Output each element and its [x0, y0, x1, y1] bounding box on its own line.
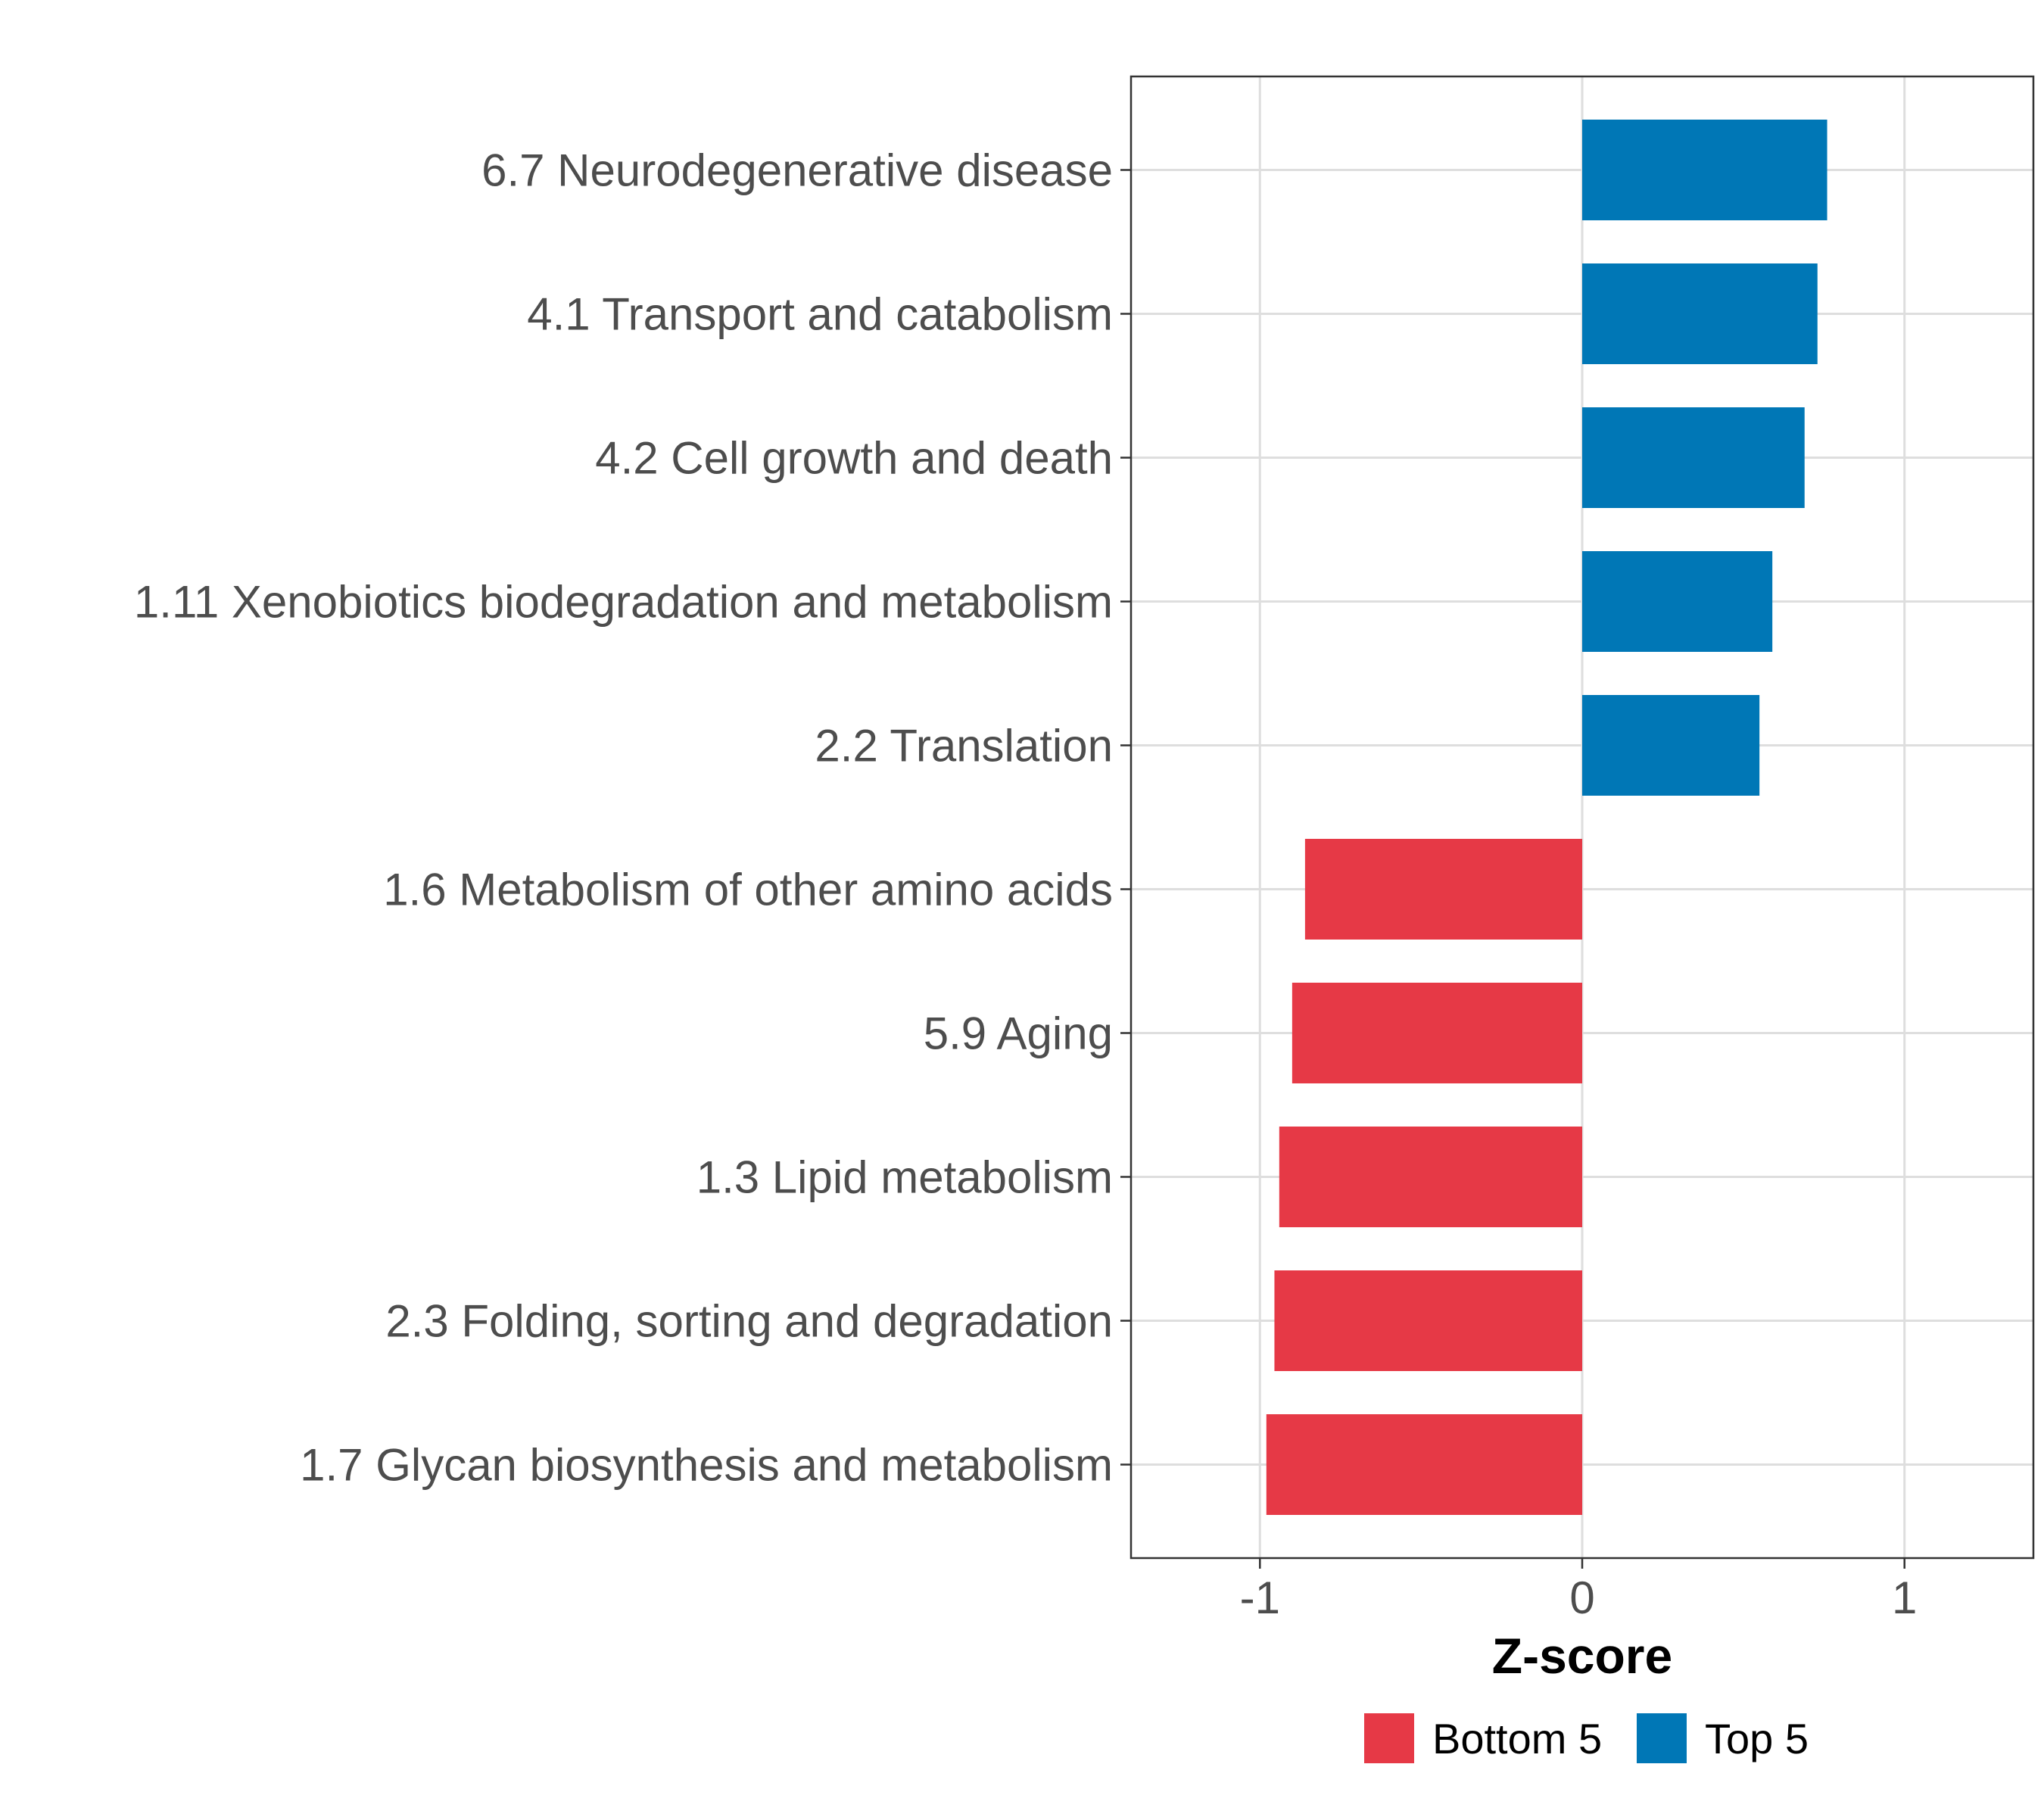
x-axis-title: Z-score	[1492, 1628, 1672, 1684]
bar	[1292, 983, 1582, 1083]
x-tick-label: 1	[1892, 1572, 1917, 1623]
bar	[1266, 1414, 1582, 1515]
category-label: 2.2 Translation	[815, 721, 1113, 771]
category-label: 6.7 Neurodegenerative disease	[481, 145, 1113, 196]
category-label: 1.3 Lipid metabolism	[696, 1152, 1113, 1203]
bar	[1582, 407, 1805, 508]
bar	[1279, 1127, 1582, 1227]
x-tick-label: 0	[1569, 1572, 1594, 1623]
category-label: 2.3 Folding, sorting and degradation	[385, 1296, 1113, 1347]
x-tick-label: -1	[1240, 1572, 1280, 1623]
legend-swatch	[1637, 1713, 1687, 1763]
legend-swatch	[1364, 1713, 1414, 1763]
legend: Bottom 5 Top 5	[1364, 1713, 1809, 1763]
y-axis-ticks: 6.7 Neurodegenerative disease 4.1 Transpo…	[134, 145, 1131, 1491]
bar	[1582, 551, 1773, 652]
x-axis-ticks: -1 0 1	[1240, 1558, 1917, 1623]
bar	[1582, 695, 1760, 796]
bar	[1582, 263, 1818, 364]
category-label: 1.7 Glycan biosynthesis and metabolism	[300, 1440, 1113, 1491]
bars	[1266, 120, 1827, 1515]
category-label: 1.11 Xenobiotics biodegradation and meta…	[134, 577, 1113, 628]
bar	[1274, 1270, 1582, 1371]
legend-label: Top 5	[1705, 1715, 1809, 1762]
category-label: 4.1 Transport and catabolism	[527, 289, 1113, 340]
category-label: 5.9 Aging	[924, 1008, 1113, 1059]
bar	[1582, 120, 1827, 220]
category-label: 1.6 Metabolism of other amino acids	[383, 865, 1113, 915]
legend-label: Bottom 5	[1432, 1715, 1602, 1762]
category-label: 4.2 Cell growth and death	[595, 433, 1113, 484]
bar	[1304, 839, 1582, 940]
